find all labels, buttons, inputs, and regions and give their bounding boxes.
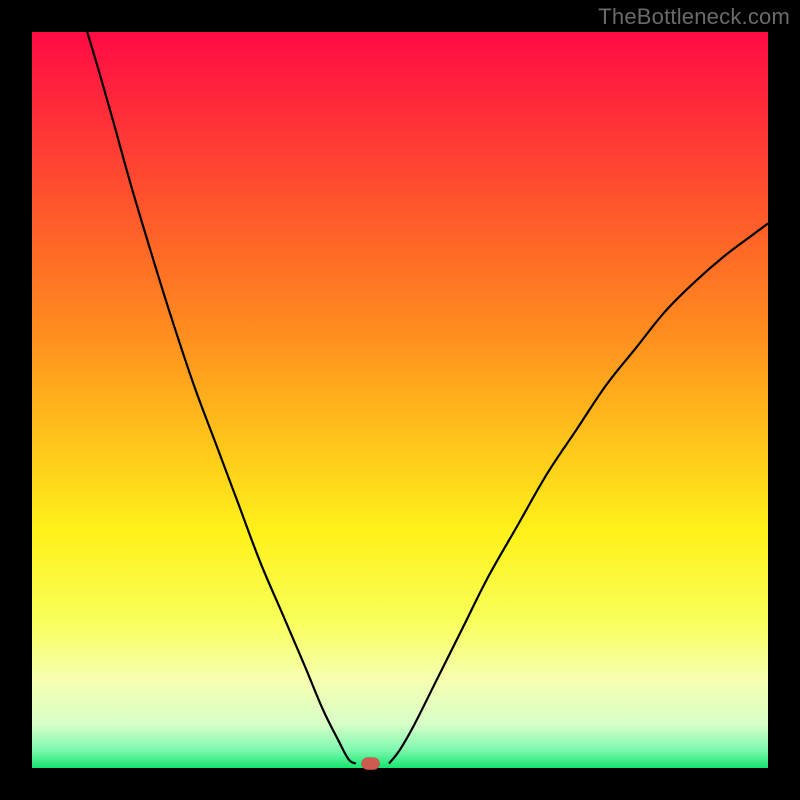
chart-container: TheBottleneck.com xyxy=(0,0,800,800)
plot-gradient-background xyxy=(32,32,768,768)
bottleneck-chart xyxy=(0,0,800,800)
watermark-text: TheBottleneck.com xyxy=(598,4,790,30)
minimum-marker xyxy=(362,758,380,770)
